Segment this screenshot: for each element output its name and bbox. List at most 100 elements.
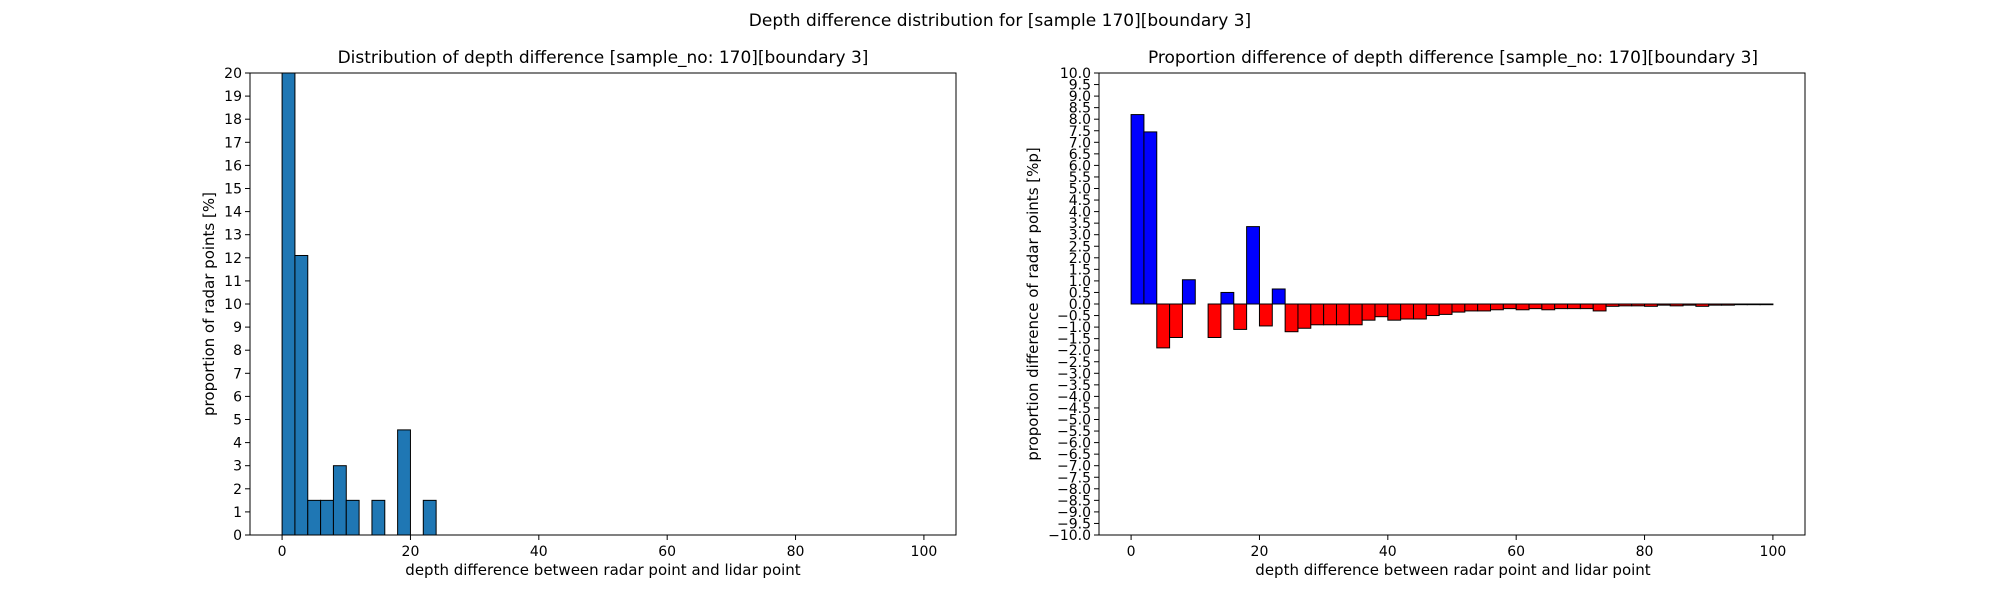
distribution-chart: Distribution of depth difference [sample… (200, 48, 957, 579)
proportion-difference-y-tick-label: −6.0 (1057, 436, 1091, 452)
proportion-difference-bar (1592, 303, 1607, 312)
proportion-difference-y-tick-label: 3.5 (1069, 216, 1091, 232)
proportion-difference-bar (1682, 303, 1697, 306)
proportion-difference-y-tick-label: 7.0 (1069, 135, 1091, 151)
distribution-y-tick-label: 0 (233, 528, 242, 544)
proportion-difference-bar (1425, 303, 1440, 317)
proportion-difference-bar (1567, 303, 1581, 310)
distribution-y-tick-label: 17 (224, 135, 242, 151)
distribution-x-axis-label: depth difference between radar point and… (405, 561, 801, 579)
proportion-difference-bar (1310, 303, 1325, 326)
proportion-difference-bar (1721, 303, 1735, 306)
proportion-difference-y-tick-label: −5.5 (1057, 424, 1091, 440)
proportion-difference-y-tick-label: −7.0 (1057, 459, 1091, 475)
distribution-y-tick-label: 16 (224, 158, 242, 174)
proportion-difference-y-tick-label: 8.0 (1069, 112, 1091, 128)
proportion-difference-y-tick-label: 2.0 (1069, 251, 1091, 267)
distribution-y-axis-label: proportion of radar points [%] (200, 192, 218, 416)
proportion-difference-y-tick-label: 9.5 (1069, 78, 1091, 94)
proportion-difference-y-tick-label: −5.0 (1057, 413, 1091, 429)
distribution-bar (345, 499, 360, 536)
distribution-x-tick-label: 60 (658, 544, 676, 560)
proportion-difference-y-ticks: −10.0−9.5−9.0−8.5−8.0−7.5−7.0−6.5−6.0−5.… (1048, 66, 1099, 544)
distribution-y-tick-label: 4 (233, 436, 242, 452)
proportion-difference-x-ticks: 0 20 40 60 80 100 (1127, 535, 1786, 560)
proportion-difference-x-axis-label: depth difference between radar point and… (1255, 561, 1651, 579)
distribution-y-tick-label: 10 (224, 297, 242, 313)
proportion-difference-bar (1233, 303, 1248, 330)
proportion-difference-y-tick-label: −9.5 (1057, 516, 1091, 532)
distribution-y-tick-label: 8 (233, 343, 242, 359)
distribution-chart-title: Distribution of depth difference [sample… (338, 48, 869, 68)
distribution-y-tick-label: 7 (233, 366, 242, 382)
proportion-difference-chart-title: Proportion difference of depth differenc… (1148, 48, 1758, 68)
proportion-difference-bar (1335, 303, 1350, 326)
proportion-difference-bar (1631, 303, 1646, 307)
proportion-difference-y-tick-label: 5.0 (1069, 182, 1091, 198)
proportion-difference-y-tick-label: 9.0 (1069, 89, 1091, 105)
distribution-y-tick-label: 18 (224, 112, 242, 128)
proportion-difference-y-tick-label: 0.5 (1069, 285, 1091, 301)
proportion-difference-y-tick-label: −0.5 (1057, 309, 1091, 325)
proportion-difference-bar (1271, 288, 1286, 305)
proportion-difference-bar (1438, 303, 1453, 315)
distribution-bars (281, 72, 437, 536)
proportion-difference-y-tick-label: −6.5 (1057, 447, 1091, 463)
proportion-difference-y-tick-label: 6.5 (1069, 147, 1091, 163)
proportion-difference-bar (1644, 303, 1658, 307)
proportion-difference-y-tick-label: 8.5 (1069, 101, 1091, 117)
proportion-difference-bars (1130, 114, 1774, 349)
proportion-difference-bar (1374, 303, 1389, 318)
proportion-difference-y-tick-label: 1.5 (1069, 262, 1091, 278)
proportion-difference-bar (1207, 303, 1222, 338)
proportion-difference-y-tick-label: −7.5 (1057, 470, 1091, 486)
proportion-difference-y-tick-label: −3.0 (1057, 366, 1091, 382)
proportion-difference-y-tick-label: 5.5 (1069, 170, 1091, 186)
proportion-difference-bar (1143, 131, 1158, 305)
proportion-difference-y-tick-label: −4.0 (1057, 389, 1091, 405)
proportion-difference-y-tick-label: −8.0 (1057, 482, 1091, 498)
proportion-difference-x-tick-label: 80 (1636, 544, 1654, 560)
proportion-difference-bar (1323, 303, 1337, 326)
distribution-bar (422, 499, 437, 536)
distribution-x-tick-label: 80 (787, 544, 805, 560)
distribution-bar (294, 254, 309, 536)
figure-title: Depth difference distribution for [sampl… (749, 11, 1251, 31)
proportion-difference-bar (1169, 303, 1183, 338)
distribution-x-ticks: 0 20 40 60 80 100 (278, 535, 938, 560)
proportion-difference-y-tick-label: −1.0 (1057, 320, 1091, 336)
proportion-difference-y-tick-label: −2.5 (1057, 355, 1091, 371)
proportion-difference-y-tick-label: 4.5 (1069, 193, 1091, 209)
proportion-difference-y-tick-label: −4.5 (1057, 401, 1091, 417)
proportion-difference-chart: Proportion difference of depth differenc… (1024, 48, 1806, 579)
proportion-difference-bar (1708, 303, 1723, 306)
distribution-y-tick-label: 1 (233, 505, 242, 521)
proportion-difference-y-tick-label: −2.0 (1057, 343, 1091, 359)
distribution-bar (320, 499, 334, 536)
proportion-difference-bar (1220, 291, 1235, 305)
distribution-y-tick-label: 20 (224, 66, 242, 82)
distribution-y-tick-label: 6 (233, 389, 242, 405)
proportion-difference-bar (1669, 303, 1684, 307)
proportion-difference-bar (1656, 303, 1671, 306)
proportion-difference-y-tick-label: 7.5 (1069, 124, 1091, 140)
proportion-difference-y-tick-label: 6.0 (1069, 158, 1091, 174)
proportion-difference-bar (1605, 303, 1620, 307)
proportion-difference-bar (1451, 303, 1466, 313)
proportion-difference-bar (1490, 303, 1504, 311)
distribution-x-tick-label: 100 (911, 544, 938, 560)
distribution-x-tick-label: 40 (530, 544, 548, 560)
proportion-difference-bar (1412, 303, 1427, 320)
proportion-difference-bar (1297, 303, 1312, 329)
proportion-difference-bar (1759, 303, 1774, 306)
distribution-bar (332, 465, 347, 536)
proportion-difference-y-tick-label: −10.0 (1048, 528, 1091, 544)
proportion-difference-bar (1246, 226, 1260, 305)
proportion-difference-bar (1618, 303, 1633, 307)
proportion-difference-bar (1156, 303, 1171, 349)
distribution-y-tick-label: 9 (233, 320, 242, 336)
proportion-difference-y-tick-label: 1.0 (1069, 274, 1091, 290)
proportion-difference-bar (1746, 303, 1761, 306)
